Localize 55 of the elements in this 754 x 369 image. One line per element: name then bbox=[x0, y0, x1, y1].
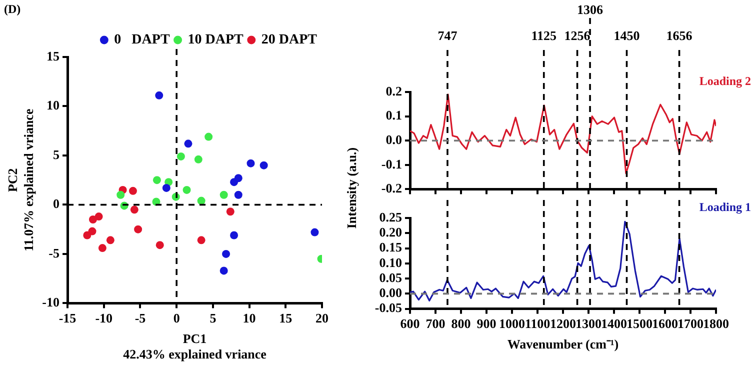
x-tick-label: -10 bbox=[95, 310, 113, 326]
x-tick-label: -5 bbox=[134, 310, 146, 326]
y-tick-label: 0.25 bbox=[379, 209, 402, 224]
x-axis-title: Wavenumber (cm⁻¹) bbox=[507, 336, 619, 352]
x-tick-label: 15 bbox=[279, 310, 293, 326]
x-tick-label: 20 bbox=[316, 310, 328, 326]
x-tick-label: 900 bbox=[476, 316, 496, 331]
x-tick-label: 5 bbox=[210, 310, 217, 326]
y-tick-label: -0.1 bbox=[381, 156, 402, 172]
ref-line-label: 747 bbox=[438, 28, 458, 43]
text: Loading 1 bbox=[699, 200, 751, 214]
y-tick-label: 0.05 bbox=[379, 270, 402, 285]
y-tick-label: 0.2 bbox=[386, 83, 402, 98]
x-tick-label: 1200 bbox=[550, 316, 576, 331]
x-tick-label: 1300 bbox=[576, 316, 602, 331]
y-tick-label: 0.1 bbox=[386, 108, 402, 123]
y-tick-label: 10 bbox=[46, 98, 60, 113]
y-axis-title: PC2 11.07% explained vriance bbox=[5, 108, 36, 252]
x-tick-label: 1000 bbox=[499, 316, 525, 331]
ref-line-label: 1306 bbox=[577, 2, 604, 17]
text: (D) bbox=[4, 2, 21, 16]
x-tick-label: 1500 bbox=[626, 316, 652, 331]
ref-line-label: 1256 bbox=[564, 28, 591, 43]
x-tick-label: 1600 bbox=[652, 316, 678, 331]
text: Loading 2 bbox=[699, 74, 751, 88]
x-tick-label: 1100 bbox=[524, 316, 550, 331]
y-tick-label: 5 bbox=[53, 146, 60, 162]
x-tick-label: 1800 bbox=[703, 316, 729, 331]
ref-line-label: 1656 bbox=[666, 28, 693, 43]
y-tick-label: -5 bbox=[48, 245, 60, 260]
y-axis-title: Intensity (a.u.) bbox=[344, 147, 360, 229]
x-tick-label: 1400 bbox=[601, 316, 627, 331]
ref-line-label: 1450 bbox=[614, 28, 640, 43]
legend-label: 10 DAPT bbox=[188, 32, 244, 48]
y-tick-label: 0.00 bbox=[379, 285, 402, 300]
ref-line-label: 1125 bbox=[531, 28, 558, 43]
y-tick-label: -0.05 bbox=[374, 300, 402, 316]
y-tick-label: 0.10 bbox=[379, 254, 402, 270]
x-tick-label: 0 bbox=[173, 310, 180, 326]
y-tick-label: 0.0 bbox=[386, 132, 402, 147]
x-tick-label: 600 bbox=[400, 316, 420, 331]
x-tick-label: 1700 bbox=[678, 316, 704, 331]
x-tick-label: 700 bbox=[426, 316, 446, 331]
x-tick-label: 10 bbox=[242, 310, 256, 326]
y-tick-label: 0.15 bbox=[379, 240, 402, 255]
x-axis-title: PC1 42.43% explained vriance bbox=[123, 330, 267, 362]
y-tick-label: -0.2 bbox=[381, 180, 402, 196]
legend-label: 0 DAPT bbox=[114, 32, 170, 48]
x-tick-label: 800 bbox=[451, 316, 471, 331]
legend-label: 20 DAPT bbox=[261, 32, 318, 48]
y-tick-label: 15 bbox=[46, 48, 60, 64]
y-tick-label: 0.20 bbox=[379, 224, 402, 240]
y-tick-label: 0 bbox=[53, 196, 60, 212]
x-tick-label: -15 bbox=[58, 310, 77, 326]
y-tick-label: -10 bbox=[42, 294, 60, 310]
